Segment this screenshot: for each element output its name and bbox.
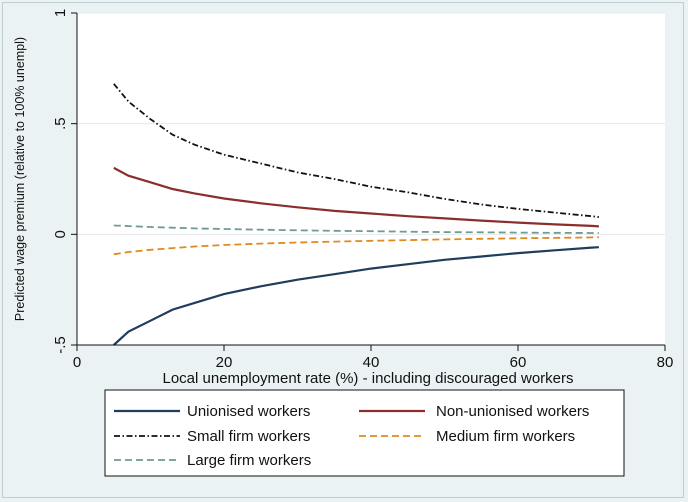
series-line-3 [113, 83, 600, 218]
series-line-5 [113, 224, 599, 234]
legend-label-3: Small firm workers [187, 428, 310, 445]
legend: Unionised workers Non-unionised workers Sm… [114, 403, 589, 469]
legend-label-1: Unionised workers [187, 403, 310, 420]
legend-label-5: Large firm workers [187, 452, 311, 469]
y-tick-label: .5 [52, 117, 69, 130]
y-tick-label: 0 [52, 230, 69, 238]
y-axis-title: Predicted wage premium (relative to 100%… [13, 37, 27, 321]
legend-label-4: Medium firm workers [436, 428, 575, 445]
series-layer [113, 83, 600, 346]
series-line-1 [113, 246, 599, 346]
x-tick-label: 40 [363, 354, 380, 371]
series-line-4 [113, 236, 599, 256]
y-tick-label: 1 [52, 9, 69, 17]
plot-area [77, 13, 665, 345]
x-tick-label: 80 [657, 354, 674, 371]
x-axis-ticks: 0 20 40 60 80 [73, 345, 674, 371]
x-tick-label: 0 [73, 354, 81, 371]
x-axis-title: Local unemployment rate (%) - including … [162, 370, 573, 387]
x-tick-label: 20 [216, 354, 233, 371]
legend-box [104, 389, 625, 477]
y-tick-label: -.5 [52, 336, 69, 354]
y-axis-ticks: -.5 0 .5 1 [52, 9, 77, 354]
legend-label-2: Non-unionised workers [436, 403, 589, 420]
x-tick-label: 60 [510, 354, 527, 371]
series-line-2 [113, 166, 599, 228]
